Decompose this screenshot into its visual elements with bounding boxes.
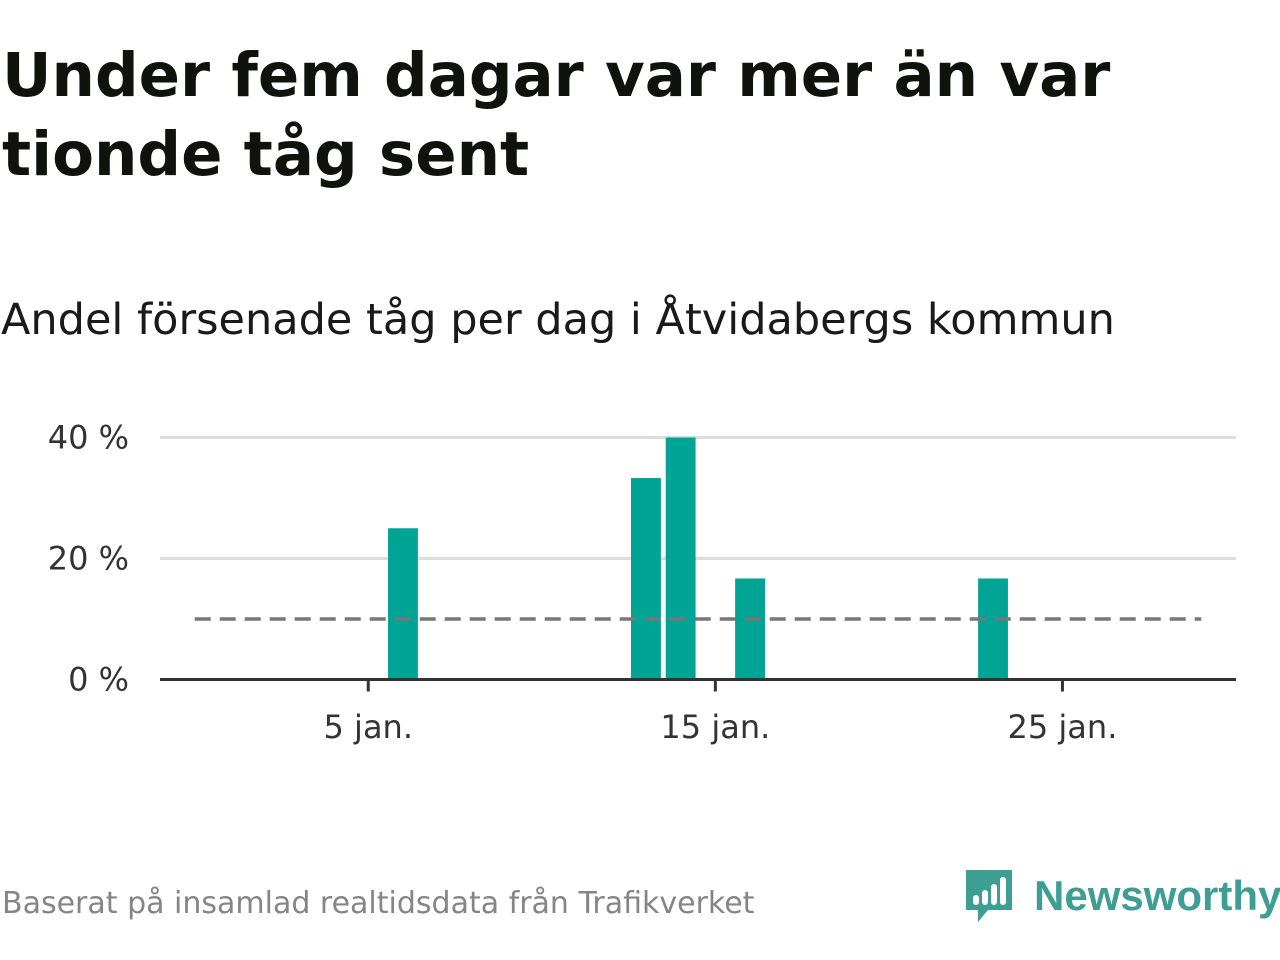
bar: [665, 437, 696, 680]
source-note: Baserat på insamlad realtidsdata från Tr…: [2, 886, 755, 921]
axes: 0 % 20 % 40 % 5 jan. 15 jan. 25 jan.: [48, 419, 1236, 746]
x-tick-label: 15 jan.: [660, 708, 770, 746]
bar-chart: 0 % 20 % 40 % 5 jan. 15 jan. 25 jan.: [48, 419, 1236, 746]
chart-subtitle: Andel försenade tåg per dag i Åtvidaberg…: [1, 295, 1115, 345]
x-tick-label: 5 jan.: [324, 708, 413, 746]
y-tick-label: 20 %: [48, 540, 129, 578]
grid-lines: [160, 436, 1236, 560]
bar: [735, 578, 765, 680]
bar: [631, 478, 661, 680]
y-tick-label: 0 %: [68, 661, 129, 699]
bar: [388, 528, 418, 680]
brand-name: Newsworthy: [1034, 872, 1280, 919]
bars: [388, 437, 1008, 680]
newsworthy-logo-icon: [966, 870, 1012, 922]
chart-title: Under fem dagar var mer än var tionde tå…: [2, 40, 1111, 190]
bar: [978, 578, 1008, 680]
x-tick-label: 25 jan.: [1008, 708, 1118, 746]
brand-logo: Newsworthy: [964, 864, 1280, 928]
y-tick-label: 40 %: [48, 419, 129, 457]
